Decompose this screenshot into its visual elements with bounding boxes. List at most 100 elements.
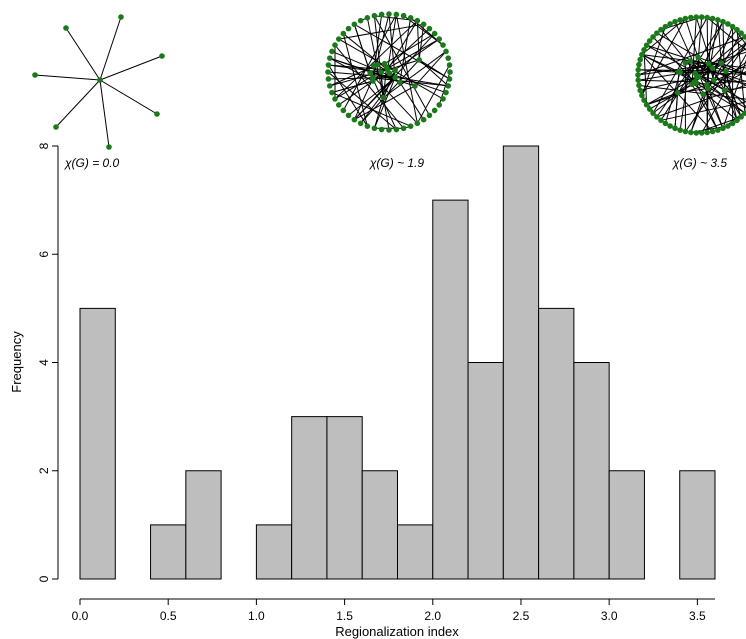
graph-node	[436, 102, 443, 108]
graph-node	[677, 127, 683, 133]
graph-node	[688, 129, 694, 136]
graph-node	[738, 30, 744, 36]
graph-node	[351, 21, 358, 28]
graph-node	[672, 18, 678, 25]
graph-node	[687, 58, 694, 64]
graph-node	[431, 107, 438, 114]
network-graph: χ(G) ~ 3.5	[635, 14, 746, 170]
graph-edge	[360, 59, 420, 124]
graph-node	[332, 42, 338, 48]
graph-edge	[695, 16, 713, 69]
graph-edge	[652, 17, 708, 114]
graph-node	[445, 55, 452, 61]
graph-node	[742, 110, 746, 116]
graph-node	[159, 53, 165, 59]
graph-node	[725, 123, 731, 129]
graph-node	[325, 69, 331, 75]
graph-node	[677, 17, 683, 23]
graph-edge	[698, 76, 746, 84]
graph-edge	[353, 77, 396, 121]
graph-edge	[99, 79, 158, 115]
graph-node	[381, 60, 388, 67]
graph-node	[351, 116, 358, 123]
graph-node	[386, 127, 392, 133]
graph-edge	[380, 38, 440, 73]
x-tick-label: 3.0	[601, 609, 618, 623]
graph-edge	[638, 69, 727, 72]
graph-node	[738, 114, 744, 120]
x-tick-label: 2.0	[424, 609, 441, 623]
histogram-bar	[502, 145, 540, 580]
graph-edge	[640, 76, 700, 91]
graph-edge	[328, 77, 374, 80]
graph-edge	[641, 26, 666, 96]
graph-node	[440, 42, 446, 48]
graph-edge	[384, 33, 435, 65]
graph-edge	[674, 92, 679, 129]
graph-edge	[99, 79, 110, 148]
graph-node	[378, 126, 385, 133]
graph-edge	[641, 18, 686, 96]
graph-edge	[382, 70, 396, 98]
graph-edge	[637, 36, 746, 76]
y-axis: 0 2 4 6 8	[37, 142, 59, 582]
y-tick-label: 0	[37, 575, 51, 582]
graph-edge	[383, 51, 447, 99]
graph-node	[445, 83, 452, 89]
graph-node	[637, 56, 643, 63]
graph-node	[386, 11, 392, 17]
histogram-bar	[361, 470, 399, 580]
network-graph: χ(G) ~ 1.9	[325, 11, 453, 170]
graph-node	[326, 55, 333, 61]
graph-edge	[641, 18, 686, 56]
graph-edge	[55, 79, 101, 128]
y-tick-label: 2	[37, 467, 51, 474]
graph-edge	[694, 72, 746, 114]
graph-node	[662, 23, 669, 30]
graph-edge	[702, 61, 746, 95]
graph-edge	[354, 85, 416, 121]
graph-node	[729, 120, 736, 127]
histogram-bar	[573, 362, 610, 580]
graph-edge	[652, 36, 695, 83]
graph-node	[720, 125, 726, 132]
graph-edge	[724, 71, 727, 91]
graph-node	[639, 92, 645, 99]
graph-edge	[713, 32, 742, 81]
graph-edge	[706, 63, 710, 133]
graph-node	[705, 85, 711, 92]
graph-node	[380, 94, 387, 101]
graph-node	[443, 48, 449, 55]
graph-node	[392, 74, 398, 81]
graph-node	[446, 62, 453, 68]
graph-node	[720, 18, 726, 25]
graph-node	[654, 114, 660, 120]
graph-node	[345, 25, 352, 32]
graph-node	[641, 47, 647, 53]
graph-edge	[331, 80, 373, 94]
graph-node	[345, 112, 352, 119]
graph-node	[646, 38, 653, 44]
y-axis-title: Frequency	[9, 331, 24, 393]
graph-edge	[34, 74, 101, 81]
graph-node	[329, 89, 335, 96]
graph-node	[393, 11, 400, 18]
x-tick-label: 0.5	[160, 609, 177, 623]
graph-node	[63, 25, 69, 31]
graph-node	[650, 34, 656, 40]
graph-node	[154, 111, 160, 117]
x-tick-label: 1.0	[248, 609, 265, 623]
graph-node	[643, 101, 650, 108]
x-axis-title: Regionalization index	[335, 624, 459, 639]
graph-node	[698, 14, 705, 20]
graph-node	[443, 89, 449, 96]
graph-edge	[643, 49, 648, 105]
graph-node	[431, 30, 438, 37]
graph-node	[32, 72, 38, 78]
graph-node	[53, 124, 59, 130]
graph-edge	[713, 42, 746, 81]
graph-edge	[656, 32, 699, 58]
graph-node	[674, 89, 681, 96]
graph-edge	[99, 55, 163, 81]
graph-edge	[395, 14, 418, 124]
